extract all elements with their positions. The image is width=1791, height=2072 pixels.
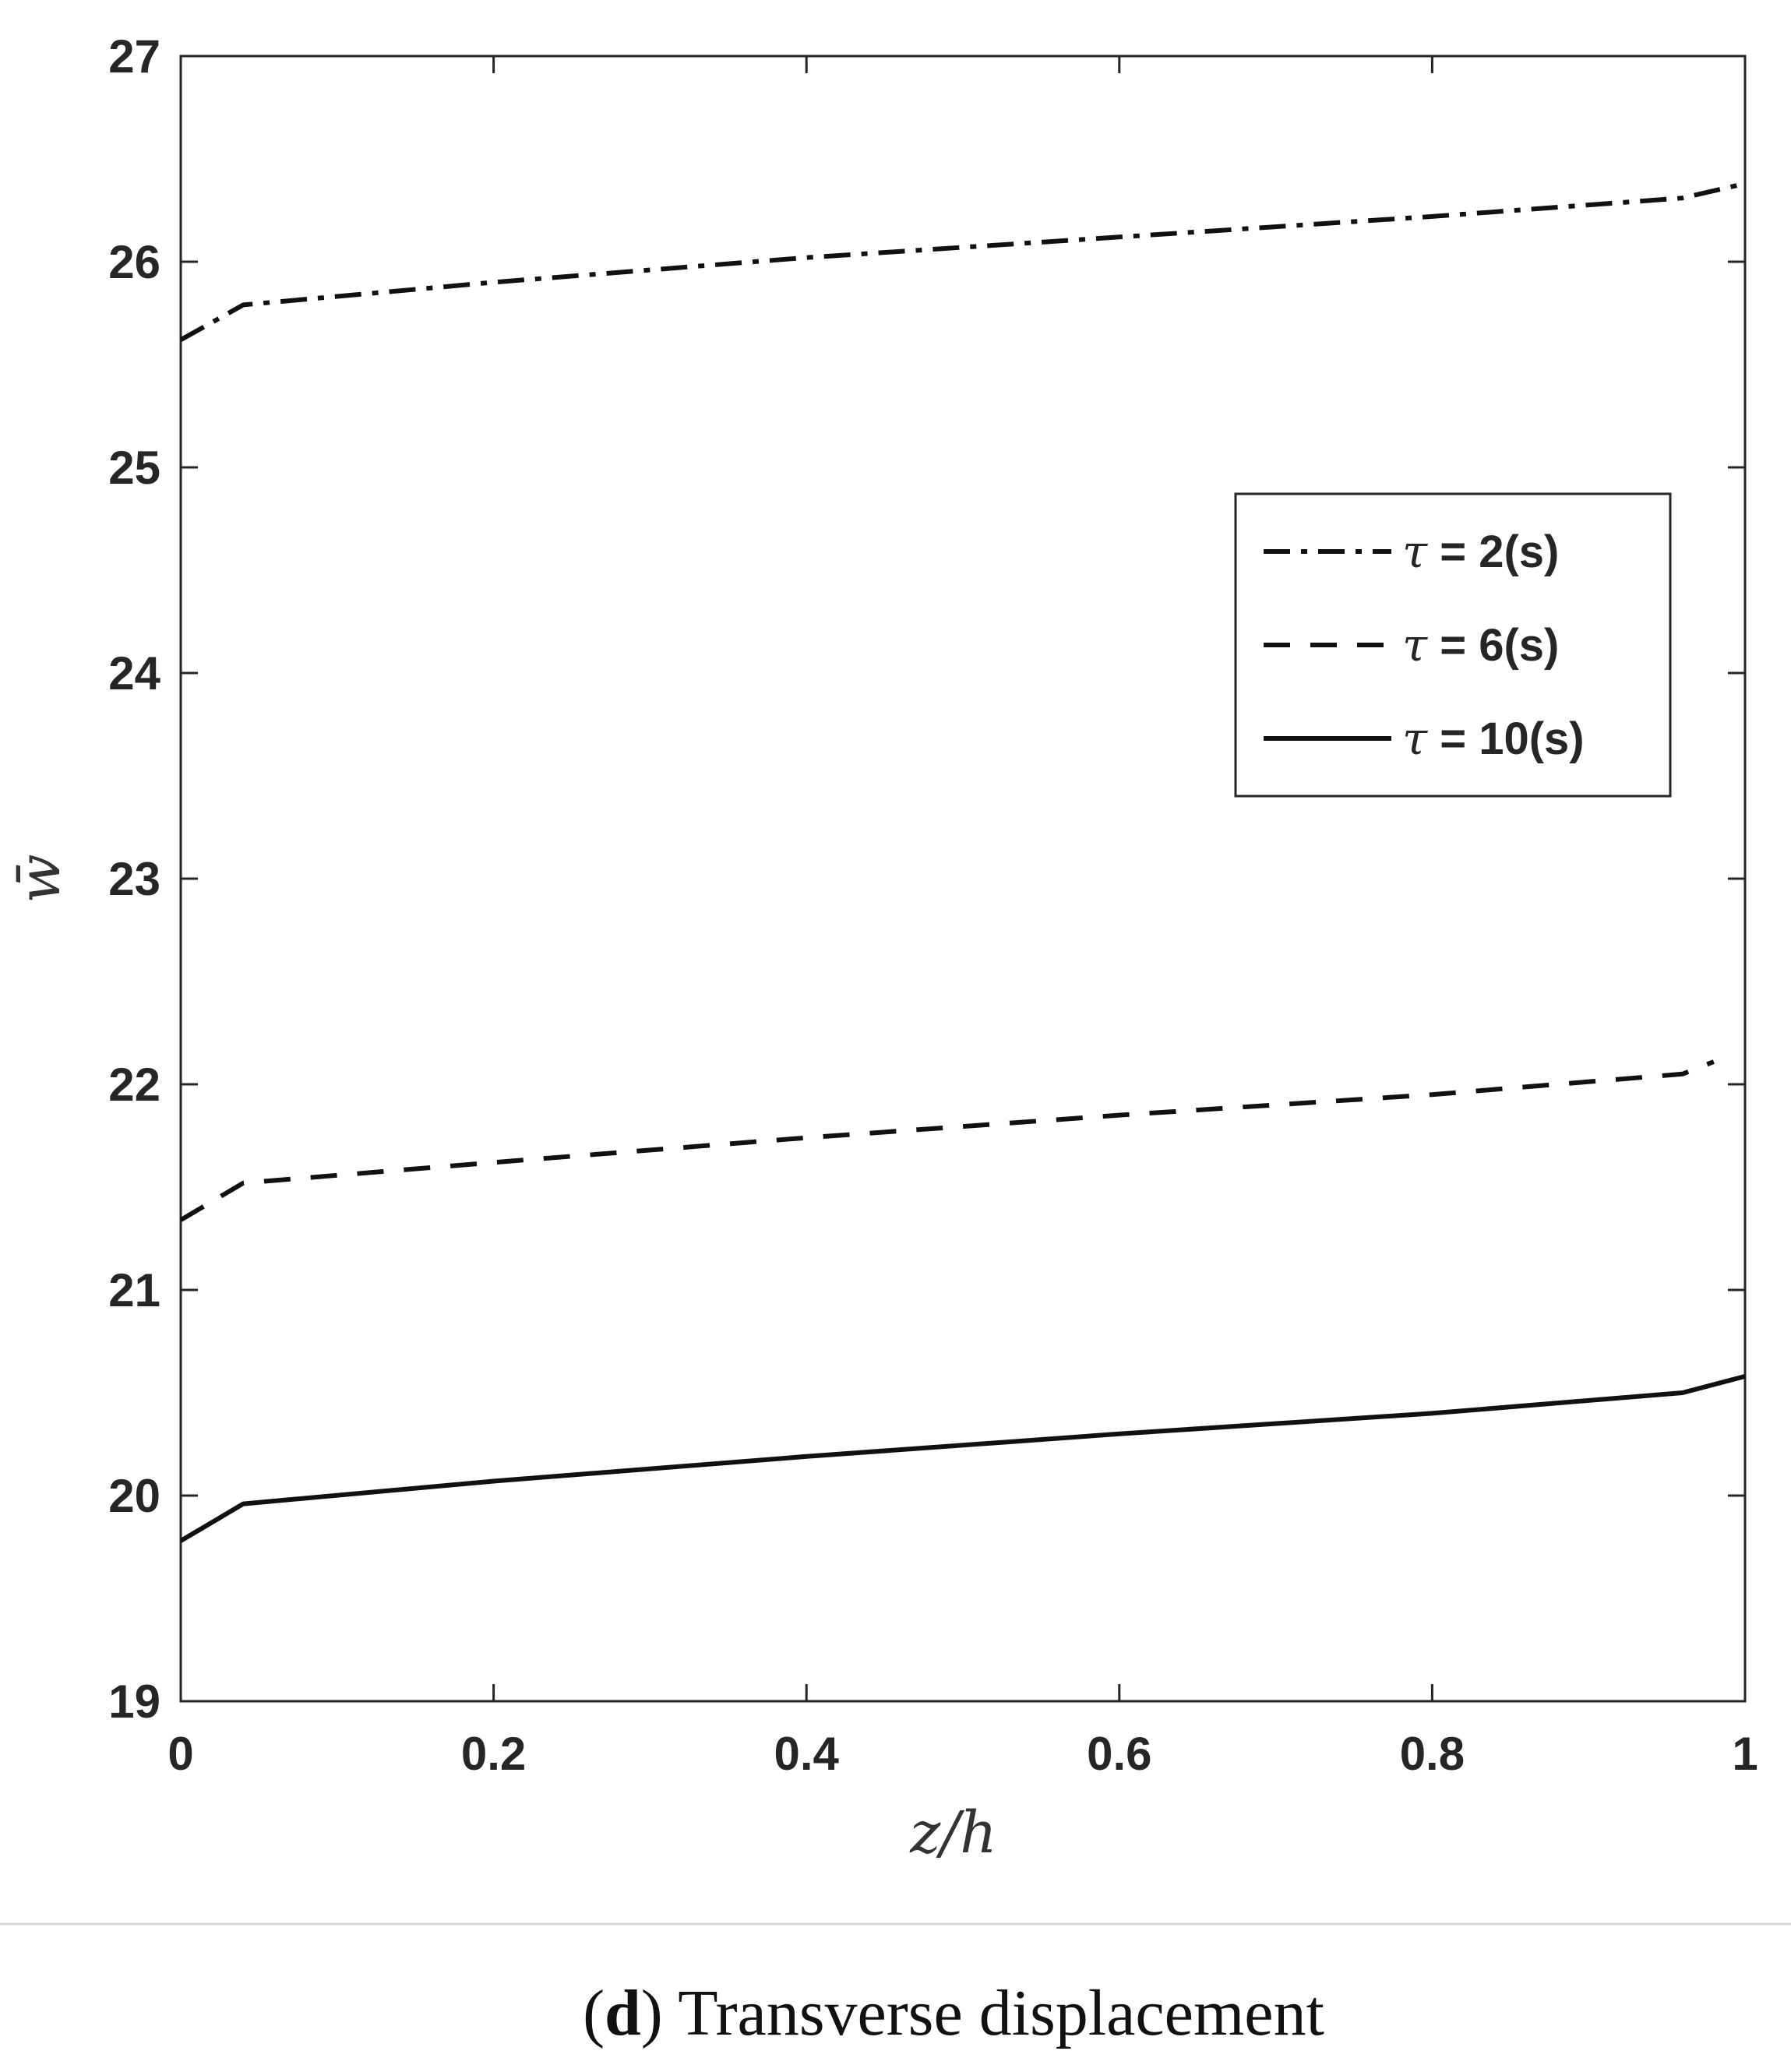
series-line-1 — [179, 181, 1746, 342]
tick-marks — [179, 55, 1747, 1703]
x-tick-label: 0.8 — [1400, 1728, 1465, 1780]
y-tick-label: 21 — [108, 1264, 160, 1316]
y-tick-label: 23 — [108, 853, 160, 905]
caption-letter: d — [605, 1977, 641, 2049]
x-axis-label: z/h — [909, 1799, 997, 1866]
legend-tau-symbol: τ — [1402, 712, 1428, 765]
y-tick-labels: 19 20 21 22 23 24 25 26 27 — [108, 30, 160, 1728]
legend-box — [1234, 492, 1672, 798]
y-tick-label: 20 — [108, 1470, 160, 1522]
legend-entry-3: τ = 10(s) — [1402, 712, 1585, 765]
legend-label: = 10(s) — [1427, 714, 1585, 764]
y-tick-label: 22 — [108, 1059, 160, 1111]
legend-entry-2: τ = 6(s) — [1402, 618, 1559, 671]
x-tick-label: 1 — [1732, 1728, 1758, 1780]
legend-tau-symbol: τ — [1402, 525, 1428, 578]
y-tick-label: 27 — [108, 30, 160, 83]
caption-open-paren: ( — [583, 1977, 605, 2049]
series-line-2 — [179, 1059, 1715, 1222]
series-line-3 — [179, 1373, 1746, 1543]
legend-label: = 6(s) — [1427, 620, 1559, 671]
x-tick-labels: 0 0.2 0.4 0.6 0.8 1 — [167, 1728, 1758, 1780]
y-tick-label: 24 — [108, 647, 160, 699]
x-tick-label: 0.6 — [1087, 1728, 1151, 1780]
legend-tau-symbol: τ — [1402, 618, 1428, 671]
x-tick-label: 0 — [167, 1728, 193, 1780]
legend-label: = 2(s) — [1427, 527, 1559, 577]
y-axis-label: w̄ — [6, 854, 73, 903]
figure-caption: (d) Transverse displacement — [583, 1977, 1324, 2049]
legend: τ = 2(s)τ = 6(s)τ = 10(s) — [1234, 492, 1672, 798]
y-tick-label: 19 — [108, 1676, 160, 1728]
x-tick-label: 0.2 — [461, 1728, 526, 1780]
y-tick-label: 25 — [108, 442, 160, 494]
series-layer — [179, 181, 1746, 1543]
caption-text: ) Transverse displacement — [641, 1977, 1324, 2049]
y-tick-label: 26 — [108, 236, 160, 288]
legend-entry-1: τ = 2(s) — [1402, 525, 1559, 578]
x-tick-label: 0.4 — [774, 1728, 839, 1780]
